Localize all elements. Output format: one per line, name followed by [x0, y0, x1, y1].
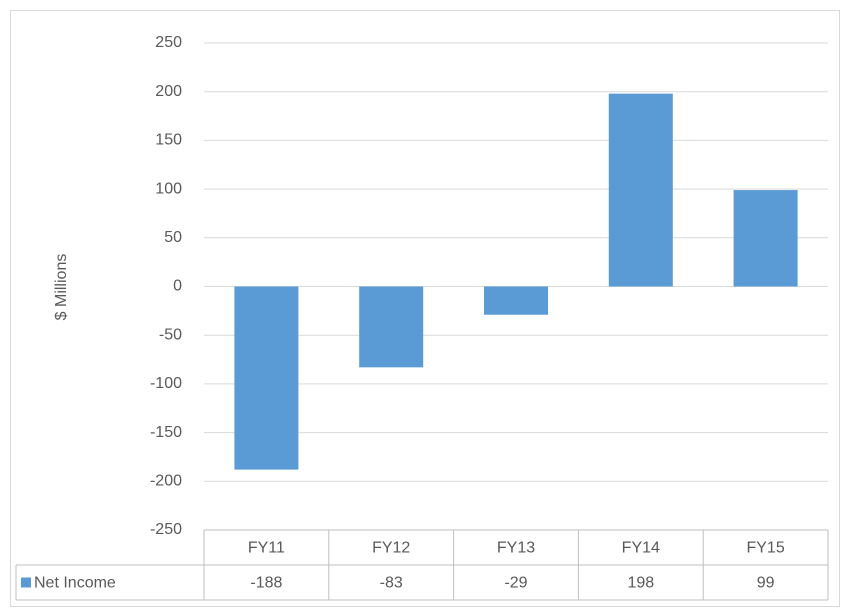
- y-tick-label: 0: [173, 278, 182, 295]
- table-value: -83: [380, 575, 403, 592]
- bar: [359, 286, 424, 368]
- y-tick-label: 250: [155, 34, 182, 51]
- table-value: -188: [250, 575, 282, 592]
- bar: [484, 286, 548, 315]
- y-tick-label: 200: [155, 83, 182, 100]
- y-axis-title: $ Millions: [53, 254, 70, 321]
- table-value: 99: [757, 575, 775, 592]
- y-tick-label: -150: [150, 424, 182, 441]
- x-tick-label: FY15: [746, 540, 784, 557]
- bar: [733, 190, 798, 287]
- table-value: -29: [504, 575, 527, 592]
- y-tick-label: -200: [150, 473, 182, 490]
- y-tick-label: -50: [159, 326, 182, 343]
- legend-key: [21, 577, 31, 588]
- bar: [234, 286, 299, 470]
- y-tick-label: 150: [155, 132, 182, 149]
- x-tick-label: FY14: [622, 540, 660, 557]
- x-tick-label: FY13: [497, 540, 535, 557]
- y-tick-label: 100: [155, 180, 182, 197]
- x-tick-label: FY12: [372, 540, 410, 557]
- x-tick-label: FY11: [248, 540, 285, 557]
- table-value: 198: [627, 575, 654, 592]
- y-tick-label: -100: [150, 375, 182, 392]
- bar: [608, 93, 673, 287]
- y-tick-label: 50: [164, 229, 182, 246]
- chart-frame: [10, 10, 840, 607]
- y-tick-label: -250: [150, 521, 182, 538]
- legend-label: Net Income: [34, 575, 116, 592]
